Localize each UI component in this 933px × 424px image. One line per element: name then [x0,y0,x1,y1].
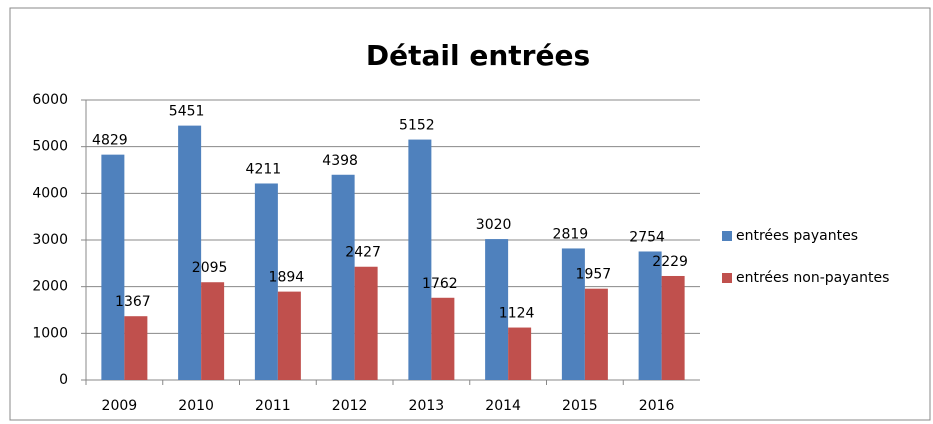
bar [508,327,532,380]
value-label: 2754 [629,229,665,245]
value-label: 2229 [652,254,688,270]
bar [124,316,148,380]
legend-label: entrées payantes [736,228,858,244]
y-tick-label: 5000 [32,139,68,155]
x-tick-label: 2009 [102,398,138,414]
legend-label: entrées non-payantes [736,270,889,286]
y-tick-label: 1000 [32,325,68,341]
value-label: 2819 [553,226,589,242]
x-tick-label: 2014 [485,398,521,414]
bar [638,251,662,380]
bar [277,291,301,380]
value-label: 5152 [399,118,435,134]
bar [431,297,455,380]
x-tick-label: 2012 [332,398,368,414]
bar [408,139,432,380]
bar [101,154,125,380]
value-label: 1367 [115,294,151,310]
bar [254,183,278,380]
value-label: 4829 [92,133,128,149]
bar [561,248,585,380]
x-tick-label: 2011 [255,398,291,414]
x-tick-label: 2013 [409,398,445,414]
y-tick-label: 3000 [32,232,68,248]
value-label: 4398 [322,153,358,169]
chart-border [9,7,931,421]
bar [354,266,378,380]
legend-swatch [722,231,732,241]
x-tick-label: 2010 [178,398,214,414]
y-tick-label: 2000 [32,279,68,295]
bar [584,288,608,380]
bar [661,275,685,380]
value-label: 4211 [246,161,282,177]
bar [485,239,509,380]
y-tick-label: 6000 [32,92,68,108]
x-tick-label: 2016 [639,398,675,414]
chart-title: Détail entrées [366,39,590,72]
y-tick-label: 4000 [32,185,68,201]
value-label: 2427 [345,245,381,261]
x-tick-label: 2015 [562,398,598,414]
legend-swatch [722,273,732,283]
value-label: 1894 [269,270,305,286]
y-tick-label: 0 [59,372,68,388]
bar [178,125,202,381]
value-label: 1124 [499,306,535,322]
value-label: 1957 [576,267,612,283]
value-label: 5451 [169,104,205,120]
value-label: 1762 [422,276,458,292]
bar [331,174,355,380]
bar [201,282,225,380]
value-label: 2095 [192,260,228,276]
value-label: 3020 [476,217,512,233]
